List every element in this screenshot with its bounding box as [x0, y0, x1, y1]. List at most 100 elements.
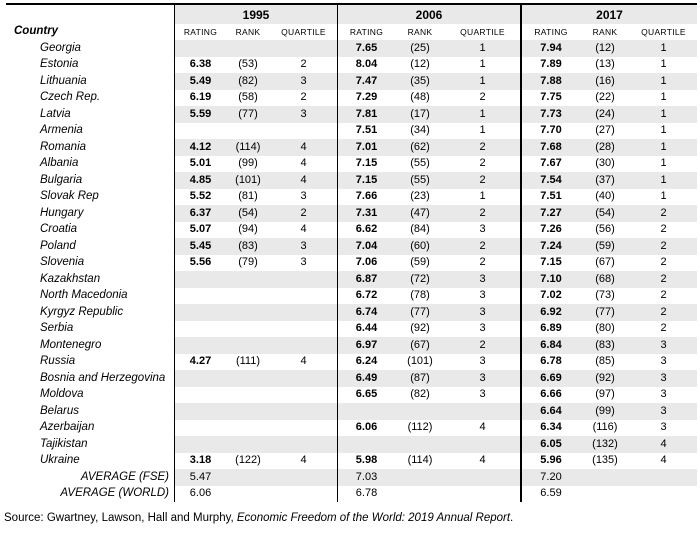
rating-cell: 5.98 [337, 452, 395, 469]
quartile-cell: 4 [660, 454, 667, 467]
quartile-cell [630, 486, 697, 503]
country-name: Azerbaijan [40, 421, 95, 433]
rating-cell: 7.47 [337, 73, 395, 90]
rating-cell: 7.02 [520, 287, 580, 304]
quartile-cell [445, 436, 520, 453]
rank-cell: (22) [595, 91, 615, 104]
quartile-cell [270, 387, 337, 404]
country-name: Hungary [40, 206, 84, 219]
rank-cell: (47) [395, 205, 445, 222]
table-row: Slovenia 5.56 (79) 3 7.06 (59) 2 7.15 (67) 2 [6, 254, 697, 271]
rating-cell [174, 122, 226, 139]
country-name: Lithuania [40, 74, 87, 87]
rank-cell: (114) [407, 454, 433, 467]
rank-cell: (53) [238, 58, 258, 71]
table-row: Croatia 5.07 (94) 4 6.62 (84) 3 7.26 (56) 2 [6, 221, 697, 238]
rank-cell: (37) [580, 172, 630, 189]
rank-cell [395, 469, 445, 486]
rating-cell: 7.65 [337, 40, 395, 57]
rating-cell: 6.78 [520, 353, 580, 370]
rating-cell: 6.05 [520, 436, 580, 453]
rating-cell [174, 419, 226, 436]
rank-cell [395, 403, 445, 420]
quartile-cell: 3 [270, 73, 337, 90]
rank-cell: (94) [238, 223, 258, 236]
quartile-cell: 2 [445, 205, 520, 222]
country-name: Poland [40, 239, 76, 252]
rank-cell [395, 436, 445, 453]
average-label: AVERAGE (FSE) [80, 470, 169, 483]
table-row: Lithuania 5.49 (82) 3 7.47 (35) 1 7.88 (16) 1 [6, 73, 697, 90]
rank-cell [395, 486, 445, 503]
rank-header-2017: RANK [592, 26, 618, 37]
rating-cell: 6.92 [520, 304, 580, 321]
rating-cell: 6.49 [337, 370, 395, 387]
country-name: Czech Rep. [40, 91, 101, 103]
quartile-cell [270, 288, 337, 305]
rating-cell [174, 40, 226, 57]
rating-cell [337, 403, 395, 420]
quartile-cell: 1 [479, 58, 486, 71]
year-row-spacer [6, 5, 174, 24]
quartile-cell [270, 469, 337, 486]
quartile-cell: 2 [630, 271, 697, 288]
quartile-cell: 2 [660, 289, 667, 302]
table-row: North Macedonia 6.72 (78) 3 7.02 (73) 2 [6, 287, 697, 305]
rating-cell: 7.51 [337, 122, 395, 139]
rank-cell: (87) [395, 370, 445, 387]
rating-cell: 6.78 [337, 485, 395, 502]
quartile-cell: 2 [445, 337, 520, 354]
country-name: Kyrgyz Republic [40, 305, 124, 318]
rank-cell: (85) [595, 355, 615, 368]
quartile-cell: 4 [300, 454, 307, 467]
quartile-cell: 3 [270, 238, 337, 255]
rating-cell [174, 337, 226, 354]
rank-header-1995: RANK [235, 26, 261, 37]
rating-cell: 6.62 [337, 221, 395, 238]
country-name: Armenia [40, 124, 83, 136]
rating-header-1995: RATING [174, 24, 226, 40]
table-row: Russia 4.27 (111) 4 6.24 (101) 3 6.78 (85) 3 [6, 353, 697, 370]
rating-cell: 7.89 [520, 56, 580, 73]
rating-cell: 7.75 [520, 89, 580, 106]
table-body: Georgia 7.65 (25) 1 7.94 (12) 1 Estonia 6.38 (53)… [6, 40, 697, 502]
rating-cell: 7.73 [520, 106, 580, 123]
rating-cell: 7.54 [520, 172, 580, 189]
rank-cell: (16) [580, 73, 630, 90]
table-row: AVERAGE (WORLD) 6.06 6.78 6.59 [6, 485, 697, 503]
rating-cell: 6.72 [337, 287, 395, 304]
table-row: Montenegro 6.97 (67) 2 6.84 (83) 3 [6, 337, 697, 354]
rating-cell: 8.04 [337, 56, 395, 73]
rating-cell: 6.69 [520, 370, 580, 387]
quartile-cell: 2 [660, 256, 667, 269]
rating-cell: 6.37 [174, 205, 226, 222]
source-citation: Economic Freedom of the World: 2019 Annu… [236, 512, 511, 524]
rank-cell [226, 321, 270, 338]
rank-cell [226, 370, 270, 387]
country-name: Serbia [40, 322, 74, 334]
quartile-cell: 1 [479, 124, 486, 137]
year-header-2017: 2017 [520, 5, 697, 24]
rank-cell [226, 436, 270, 453]
rank-cell: (99) [238, 157, 258, 170]
rank-cell: (27) [595, 124, 615, 137]
rank-cell: (78) [410, 289, 430, 302]
table-row: Georgia 7.65 (25) 1 7.94 (12) 1 [6, 40, 697, 57]
rating-cell: 7.15 [337, 172, 395, 189]
quartile-cell: 2 [445, 172, 520, 189]
quartile-cell: 3 [445, 271, 520, 288]
country-name: Latvia [40, 107, 71, 120]
quartile-cell: 2 [300, 58, 307, 71]
rating-cell: 7.15 [520, 254, 580, 271]
rank-cell: (17) [395, 106, 445, 123]
table-row: Estonia 6.38 (53) 2 8.04 (12) 1 7.89 (13) 1 [6, 56, 697, 73]
country-name: Estonia [40, 58, 79, 70]
country-name: Albania [40, 157, 79, 169]
country-name: Kazakhstan [40, 272, 101, 285]
rating-cell: 7.24 [520, 238, 580, 255]
quartile-cell: 2 [479, 91, 486, 104]
rank-cell: (30) [595, 157, 615, 170]
rank-cell: (92) [410, 322, 430, 335]
rank-cell: (12) [410, 58, 430, 71]
